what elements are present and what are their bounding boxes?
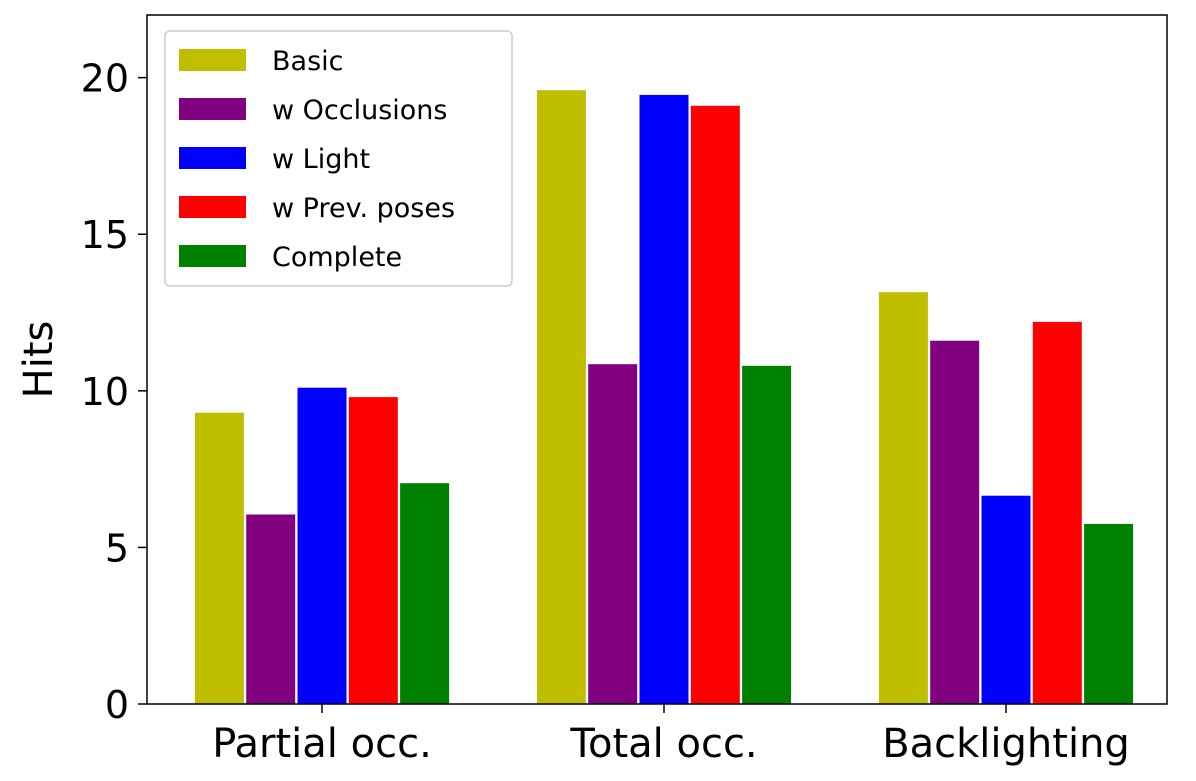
bar-w-light-partial-occ (297, 387, 347, 704)
y-tick-label: 20 (81, 57, 129, 101)
legend-label: w Light (272, 144, 370, 175)
y-tick-label: 5 (105, 526, 129, 570)
y-axis-label: Hits (16, 321, 62, 399)
bars-layer (194, 90, 1134, 705)
x-tick-label: Total occ. (569, 721, 757, 767)
bar-w-prev-poses-backlighting (1032, 321, 1082, 704)
y-tick-label: 10 (81, 370, 129, 414)
bar-basic-backlighting (878, 292, 928, 704)
legend-label: Complete (272, 242, 402, 273)
legend-box (164, 30, 513, 287)
legend-label: w Prev. poses (272, 193, 455, 224)
bar-w-occlusions-total-occ (588, 364, 638, 704)
bar-basic-partial-occ (194, 412, 244, 704)
bar-complete-total-occ (742, 365, 792, 704)
legend-swatch (179, 98, 246, 120)
bar-complete-partial-occ (400, 483, 450, 704)
bar-basic-total-occ (536, 90, 586, 704)
bar-w-prev-poses-partial-occ (348, 397, 398, 704)
bar-w-light-total-occ (639, 94, 689, 704)
x-tick-label: Partial occ. (212, 721, 432, 767)
x-axis: Partial occ. Total occ. Backlighting (212, 704, 1130, 767)
x-tick-label: Backlighting (882, 721, 1130, 767)
bar-w-prev-poses-total-occ (690, 105, 740, 705)
y-axis: 0 5 10 15 20 (81, 57, 147, 727)
legend: Basic w Occlusions w Light w Prev. poses Com… (164, 30, 513, 287)
bar-w-occlusions-partial-occ (246, 514, 296, 704)
legend-swatch (179, 196, 246, 218)
bar-w-occlusions-backlighting (930, 340, 980, 704)
bar-complete-backlighting (1084, 523, 1134, 704)
y-tick-label: 0 (105, 683, 129, 727)
legend-swatch (179, 245, 246, 267)
y-tick-label: 15 (81, 213, 129, 257)
bar-w-light-backlighting (981, 495, 1031, 704)
legend-swatch (179, 147, 246, 169)
legend-label: w Occlusions (272, 95, 448, 126)
legend-swatch (179, 49, 246, 71)
legend-label: Basic (272, 46, 343, 77)
plot-frame (146, 14, 1168, 705)
